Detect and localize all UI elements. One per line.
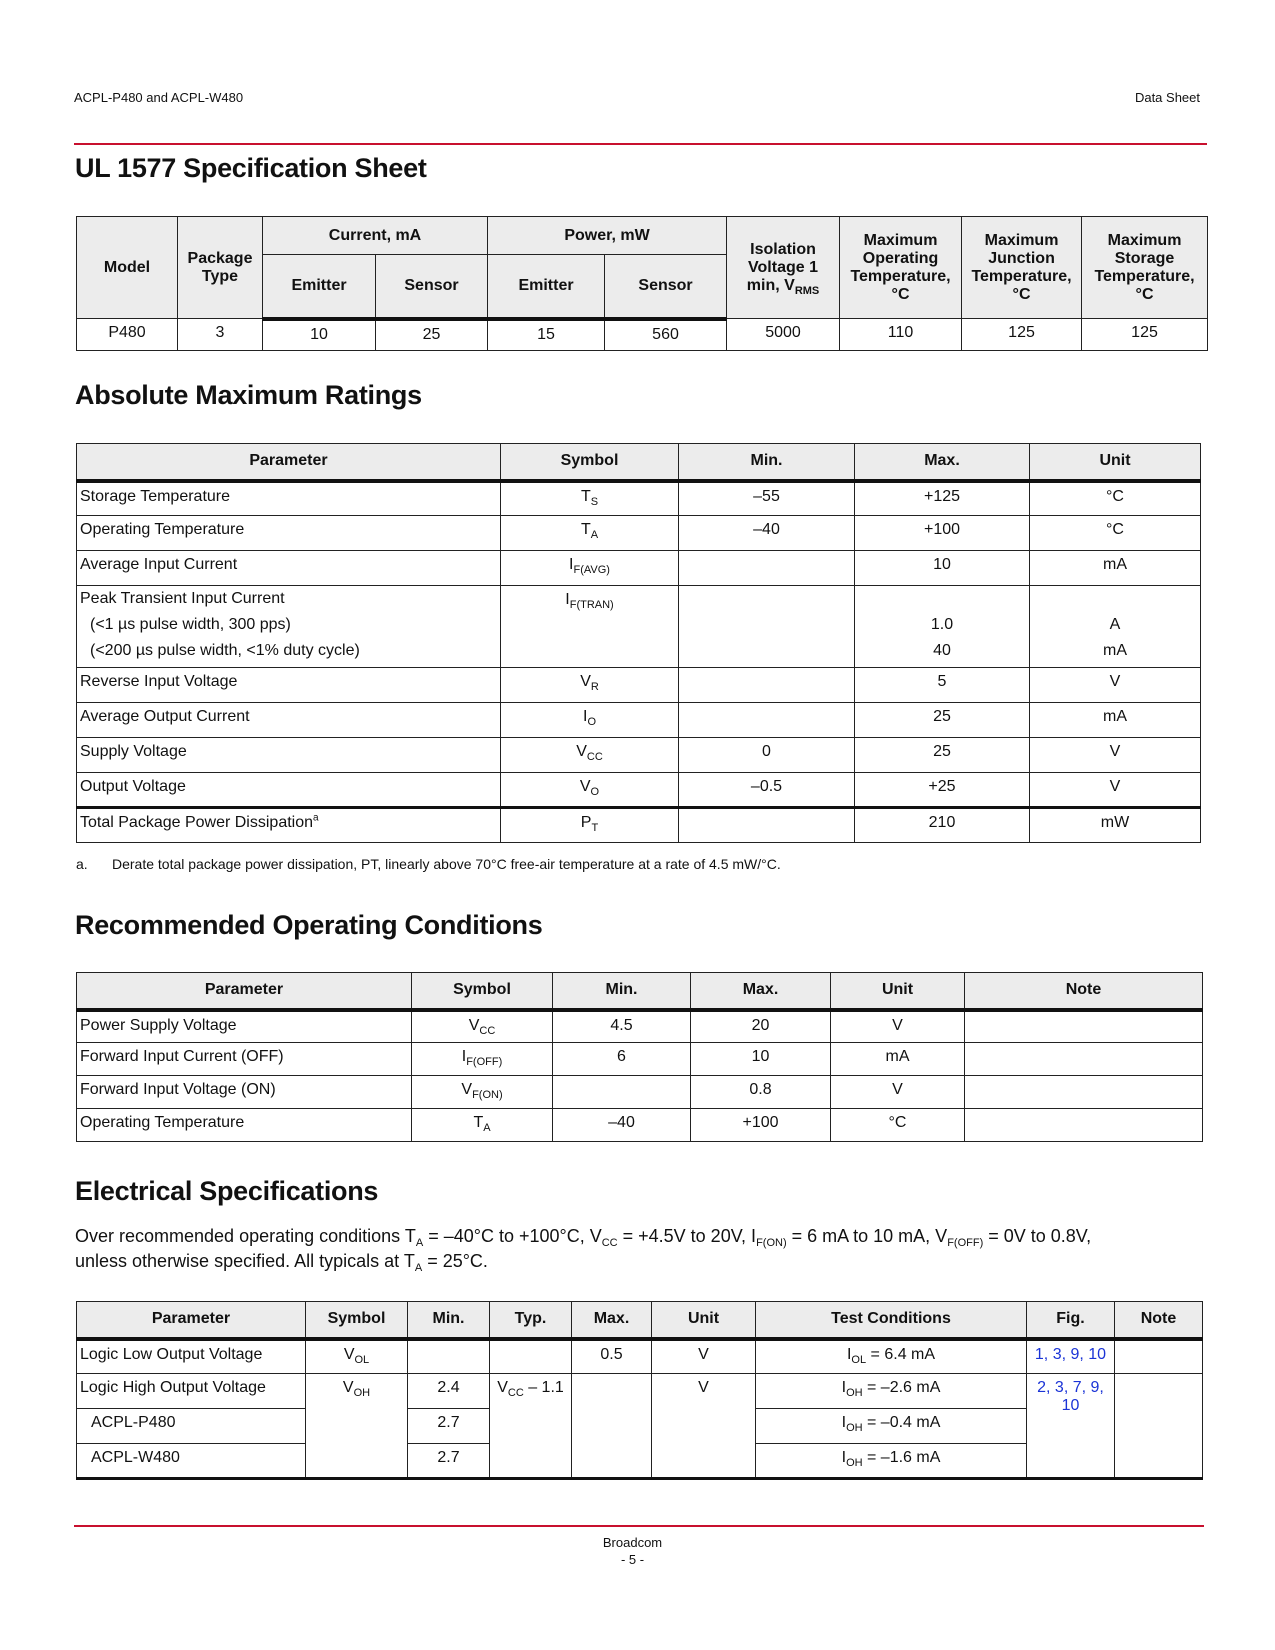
symbol: TS — [500, 480, 679, 516]
table-row: Storage Temperature TS –55 +125 °C — [76, 480, 1201, 516]
amr-table: Parameter Symbol Min. Max. Unit Storage Temp… — [76, 443, 1201, 843]
symbol: TA — [500, 515, 679, 551]
th-power: Power, mW — [487, 216, 728, 255]
table-row: Average Output Current IO 25 mA — [76, 702, 1201, 738]
ul-table: Model Package Type Current, mA Power, mW Iso… — [76, 216, 1209, 351]
table-row: Output Voltage VO –0.5 +25 V — [76, 772, 1201, 808]
header-rule — [74, 143, 1207, 145]
symbol: TA — [411, 1108, 553, 1142]
table-row: Forward Input Current (OFF) IF(OFF) 6 10 mA — [76, 1042, 1203, 1076]
table-row: Total Package Power Dissipationa PT 210 mW — [76, 807, 1201, 843]
roc-title: Recommended Operating Conditions — [75, 910, 543, 940]
th-emitter: Emitter — [487, 254, 606, 321]
table-row: Peak Transient Input Current (<1 µs pulse… — [76, 585, 1201, 668]
symbol: IO — [500, 702, 679, 738]
fig-link[interactable]: 2, 3, 7, 9, 10 — [1026, 1373, 1115, 1479]
footer-company: Broadcom — [602, 1535, 663, 1550]
table-row: P480 3 10 25 15 560 5000 110 125 125 — [76, 318, 1209, 351]
es-title: Electrical Specifications — [75, 1176, 379, 1206]
amr-title: Absolute Maximum Ratings — [75, 380, 422, 410]
symbol: IF(OFF) — [411, 1042, 553, 1076]
table-row: Power Supply Voltage VCC 4.5 20 V — [76, 1009, 1203, 1043]
th-sensor: Sensor — [604, 254, 728, 321]
table-row: Average Input Current IF(AVG) 10 mA — [76, 550, 1201, 586]
symbol: VCC — [500, 737, 679, 773]
es-table: Parameter Symbol Min. Typ. Max. Unit Test Cond… — [76, 1301, 1203, 1480]
table-row: ACPL-P480 2.7 IOH = –0.4 mA — [76, 1408, 1203, 1444]
footnote: Derate total package power dissipation, … — [112, 856, 781, 872]
symbol: VF(ON) — [411, 1075, 553, 1109]
th-current: Current, mA — [261, 216, 489, 255]
table-row: Operating Temperature TA –40 +100 °C — [76, 1108, 1203, 1142]
symbol: IF(TRAN) — [500, 585, 679, 668]
th-model: Model — [76, 216, 178, 319]
symbol: VR — [500, 667, 679, 703]
table-row: Logic Low Output Voltage VOL 0.5 V IOL = 6.4… — [76, 1338, 1203, 1374]
roc-table: Parameter Symbol Min. Max. Unit Note Power Su… — [76, 972, 1203, 1142]
symbol: PT — [500, 807, 679, 843]
th-max-op: Maximum Operating Temperature, °C — [839, 216, 963, 319]
footnote-mark: a. — [76, 856, 88, 872]
footer-rule — [74, 1525, 1204, 1527]
footer-page: - 5 - — [620, 1552, 645, 1567]
table-row: Reverse Input Voltage VR 5 V — [76, 667, 1201, 703]
th-max-stor: Maximum Storage Temperature, °C — [1081, 216, 1209, 319]
th-isolation: Isolation Voltage 1 min, VRMS — [726, 216, 841, 319]
header-doc-type: Data Sheet — [1134, 90, 1200, 105]
table-row: Logic High Output Voltage VOH 2.4 VCC – 1.1… — [76, 1373, 1203, 1479]
es-conditions: Over recommended operating conditions TA… — [75, 1226, 1092, 1274]
symbol: VO — [500, 772, 679, 808]
table-row: Operating Temperature TA –40 +100 °C — [76, 515, 1201, 551]
ul-title: UL 1577 Specification Sheet — [75, 153, 427, 183]
th-package: Package Type — [177, 216, 263, 319]
table-row: Forward Input Voltage (ON) VF(ON) 0.8 V — [76, 1075, 1203, 1109]
th-max-junc: Maximum Junction Temperature, °C — [961, 216, 1083, 319]
header-doc-title: ACPL-P480 and ACPL-W480 — [74, 90, 244, 105]
symbol: VCC — [411, 1009, 553, 1043]
fig-link[interactable]: 1, 3, 9, 10 — [1026, 1338, 1115, 1374]
symbol: IF(AVG) — [500, 550, 679, 586]
table-row: Supply Voltage VCC 0 25 V — [76, 737, 1201, 773]
th-emitter: Emitter — [262, 254, 376, 321]
th-sensor: Sensor — [374, 254, 489, 321]
